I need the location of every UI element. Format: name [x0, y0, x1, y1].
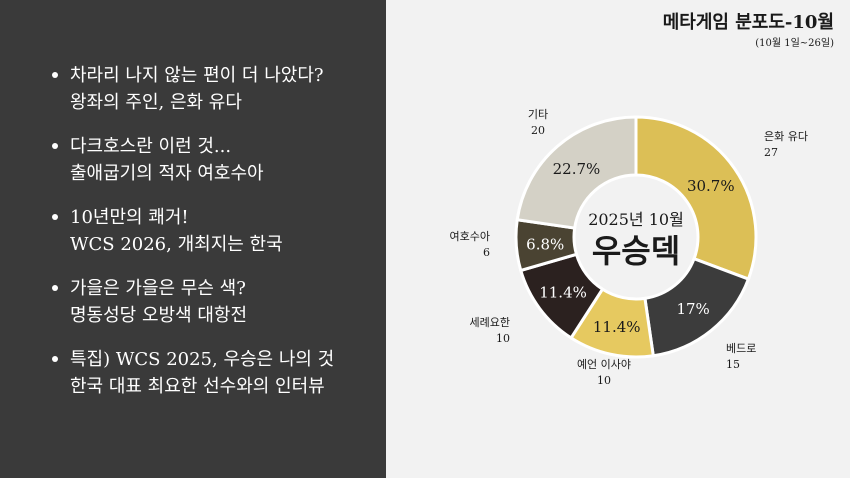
slice-count-label: 10: [496, 332, 510, 345]
slice-percent-label: 6.8%: [526, 235, 564, 253]
headline-item: 특집) WCS 2025, 우승은 나의 것 한국 대표 최요한 선수와의 인터…: [52, 346, 382, 400]
headline-item: 다크호스란 이런 것... 출애굽기의 적자 여호수아: [52, 133, 382, 187]
bullet-dot-icon: [52, 356, 58, 362]
headline-line2: 명동성당 오방색 대항전: [70, 305, 248, 326]
left-panel: 차라리 나지 않는 편이 더 나았다? 왕좌의 주인, 은화 유다 다크호스란 …: [0, 0, 386, 478]
slice-percent-label: 17%: [676, 300, 709, 318]
slice-percent-label: 30.7%: [687, 177, 735, 195]
chart-subtitle: (10월 1일~26일): [755, 38, 834, 49]
chart-panel: 메타게임 분포도-10월 (10월 1일~26일) 30.7% 17% 11.4% 1…: [386, 0, 850, 478]
slice-count-label: 20: [531, 124, 545, 137]
headline-line2: 왕좌의 주인, 은화 유다: [70, 92, 242, 113]
slice-count-label: 27: [764, 146, 778, 159]
slice-name-label: 은화 유다: [764, 130, 808, 143]
slice-count-label: 6: [483, 246, 490, 259]
headline-line1: 차라리 나지 않는 편이 더 나았다?: [70, 65, 324, 86]
headline-item: 10년만의 쾌거! WCS 2026, 개최지는 한국: [52, 204, 382, 258]
center-label-title: 우승덱: [592, 232, 680, 270]
bullet-dot-icon: [52, 72, 58, 78]
slice-name-label: 베드로: [726, 342, 756, 355]
slice-count-label: 10: [597, 374, 611, 387]
headline-line1: 가을은 가을은 무슨 색?: [70, 278, 246, 299]
slice-percent-label: 11.4%: [593, 318, 641, 336]
headline-line2: 한국 대표 최요한 선수와의 인터뷰: [70, 376, 325, 397]
headline-line2: WCS 2026, 개최지는 한국: [70, 234, 283, 255]
headline-list: 차라리 나지 않는 편이 더 나았다? 왕좌의 주인, 은화 유다 다크호스란 …: [52, 62, 382, 417]
headline-line2: 출애굽기의 적자 여호수아: [70, 163, 264, 184]
bullet-dot-icon: [52, 143, 58, 149]
headline-line1: 10년만의 쾌거!: [70, 207, 189, 228]
slice-name-label: 기타: [528, 108, 548, 121]
headline-line1: 특집) WCS 2025, 우승은 나의 것: [70, 349, 335, 370]
headline-item: 가을은 가을은 무슨 색? 명동성당 오방색 대항전: [52, 275, 382, 329]
donut-slice: [515, 115, 638, 230]
headline-item: 차라리 나지 않는 편이 더 나았다? 왕좌의 주인, 은화 유다: [52, 62, 382, 116]
slice-name-label: 예언 이사야: [577, 358, 631, 371]
slice-percent-label: 11.4%: [539, 283, 587, 301]
slice-name-label: 여호수아: [450, 230, 490, 243]
headline-line1: 다크호스란 이런 것...: [70, 136, 232, 157]
donut-chart: 30.7% 17% 11.4% 11.4% 6.8% 22.7% 은화 유다 27 베드로 15…: [450, 108, 808, 387]
donut-slice: [634, 115, 758, 281]
bullet-dot-icon: [52, 214, 58, 220]
slice-count-label: 15: [726, 358, 740, 371]
slice-name-label: 세례요한: [470, 316, 510, 329]
slice-percent-label: 22.7%: [553, 160, 601, 178]
center-label-period: 2025년 10월: [588, 210, 684, 229]
bullet-dot-icon: [52, 285, 58, 291]
chart-title: 메타게임 분포도-10월: [662, 12, 834, 33]
